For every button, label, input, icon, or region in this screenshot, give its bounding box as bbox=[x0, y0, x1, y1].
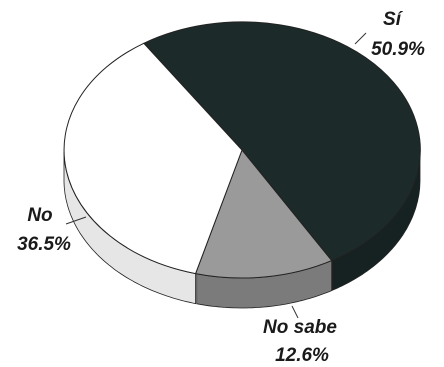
slice-label-no: No bbox=[27, 205, 52, 226]
leader-line-0 bbox=[354, 32, 367, 45]
pie-leader-lines bbox=[65, 32, 367, 319]
slice-label-no-sabe: No sabe bbox=[263, 317, 337, 338]
slice-value-no: 36.5% bbox=[17, 234, 71, 255]
leader-line-1 bbox=[65, 216, 87, 225]
slice-value-si: 50.9% bbox=[371, 39, 425, 60]
pie-slices bbox=[63, 21, 421, 279]
pie-slice-no bbox=[63, 42, 243, 275]
leader-line-2 bbox=[291, 305, 299, 319]
pie-slice-no-sabe bbox=[194, 149, 333, 279]
slice-label-si: Sí bbox=[383, 9, 404, 30]
pie-slice-sí bbox=[142, 21, 421, 262]
slice-value-no-sabe: 12.6% bbox=[275, 345, 329, 366]
